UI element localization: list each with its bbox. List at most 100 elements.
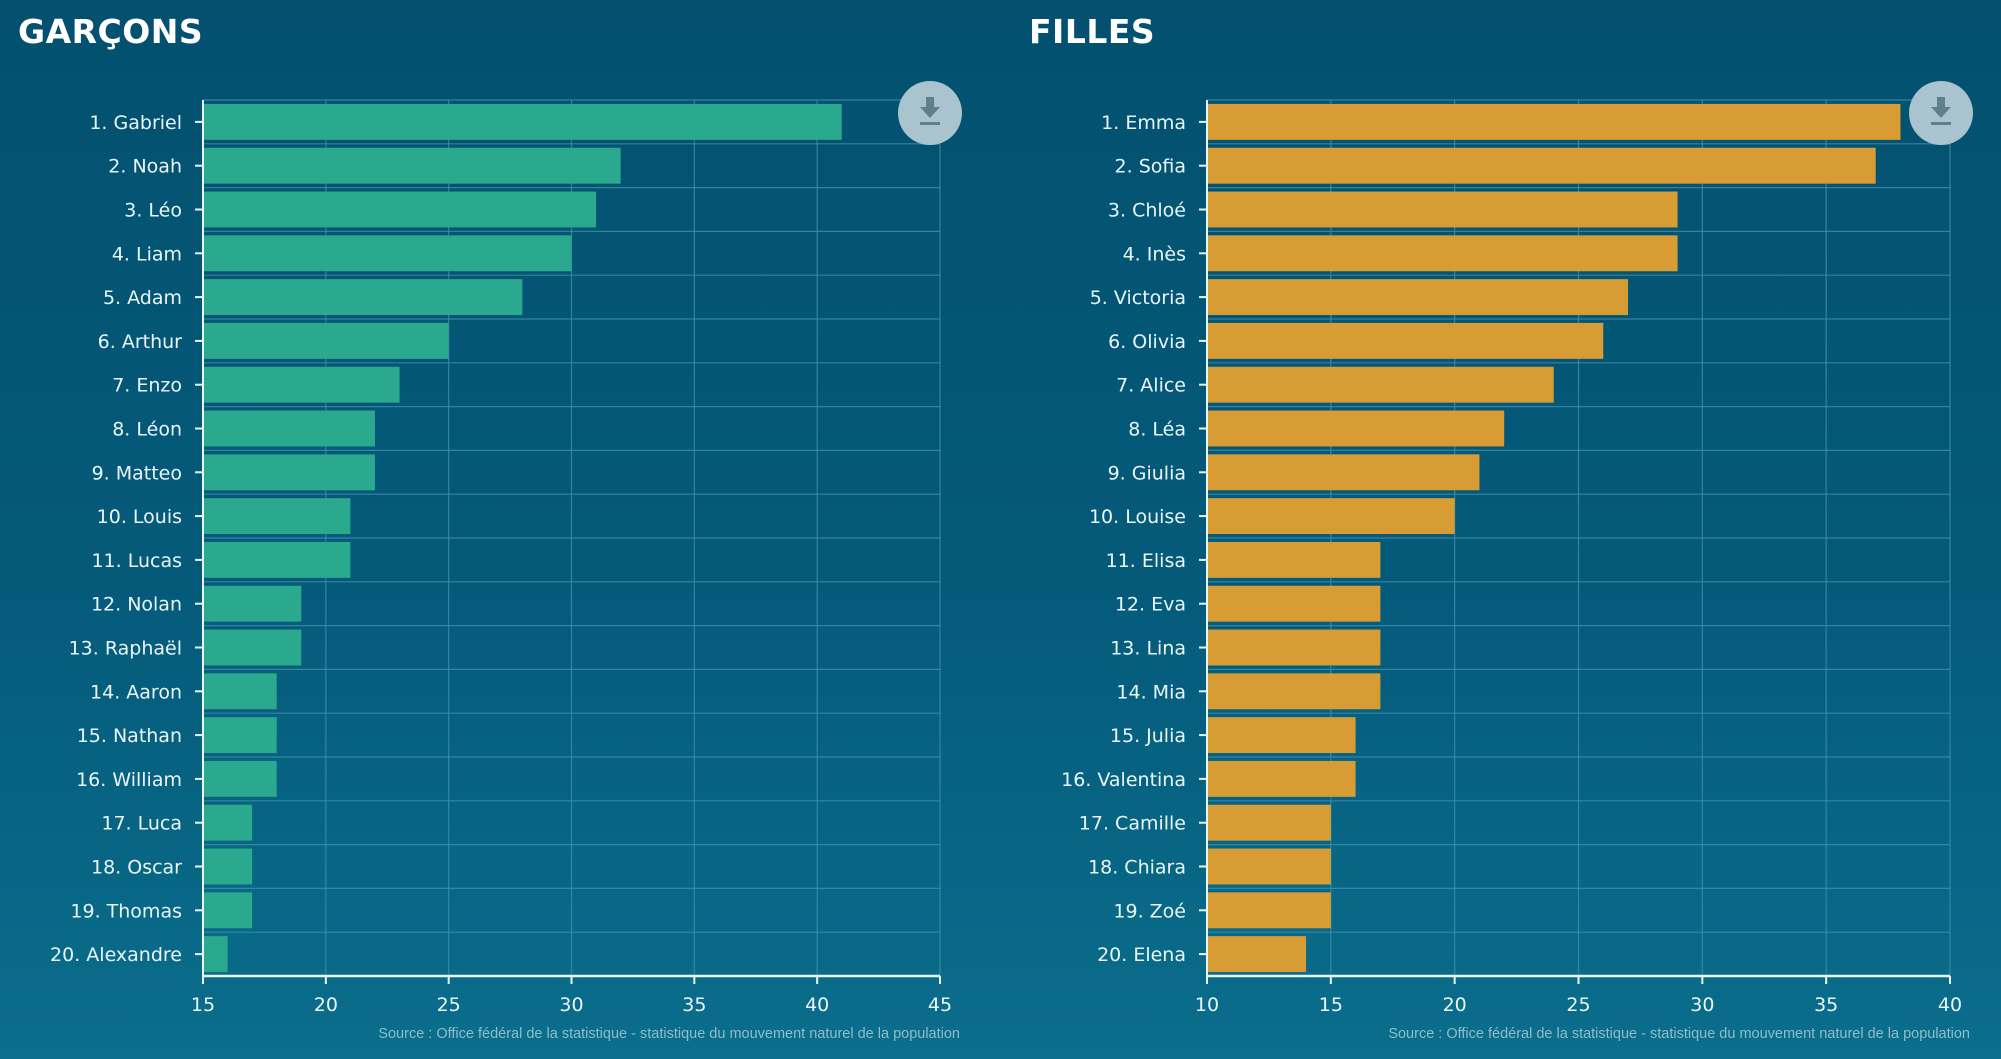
bar	[1208, 585, 1381, 622]
category-label: 3. Chloé	[1108, 200, 1186, 222]
bar	[1208, 717, 1356, 754]
boys-chart-title: GARÇONS	[18, 12, 204, 51]
category-label: 1. Emma	[1101, 112, 1186, 134]
category-label: 18. Oscar	[91, 857, 182, 879]
category-label: 14. Aaron	[90, 681, 182, 703]
category-label: 4. Liam	[112, 243, 182, 265]
category-label: 11. Lucas	[91, 550, 182, 572]
bar	[204, 673, 277, 710]
category-label: 20. Alexandre	[50, 944, 182, 966]
x-tick-label: 45	[928, 994, 952, 1016]
source-note: Source : Office fédéral de la statistiqu…	[1388, 1026, 1970, 1042]
x-tick-label: 15	[1319, 994, 1343, 1016]
bar	[204, 498, 351, 535]
bar	[204, 322, 449, 359]
bar	[204, 191, 597, 228]
bar	[1208, 804, 1331, 841]
bar	[1208, 279, 1629, 316]
category-label: 15. Nathan	[77, 725, 182, 747]
download-icon	[920, 97, 940, 125]
category-label: 1. Gabriel	[89, 112, 182, 134]
category-label: 10. Louise	[1089, 506, 1186, 528]
boys-download-button[interactable]	[898, 81, 962, 145]
category-label: 2. Sofia	[1115, 156, 1186, 178]
x-tick-label: 30	[1690, 994, 1714, 1016]
category-label: 6. Arthur	[98, 331, 183, 353]
bar	[1208, 629, 1381, 666]
bar	[204, 235, 572, 272]
category-label: 11. Elisa	[1106, 550, 1186, 572]
bar	[204, 366, 400, 403]
bar	[204, 760, 277, 797]
x-tick-label: 25	[437, 994, 461, 1016]
x-tick-label: 30	[559, 994, 583, 1016]
category-label: 9. Matteo	[92, 462, 182, 484]
category-label: 16. William	[76, 769, 182, 791]
bar	[1208, 936, 1307, 973]
x-tick-label: 15	[191, 994, 215, 1016]
bar	[1208, 322, 1604, 359]
category-label: 20. Elena	[1097, 944, 1186, 966]
bar	[1208, 235, 1678, 272]
category-label: 4. Inès	[1123, 243, 1186, 265]
girls-chart-title: FILLES	[1029, 12, 1156, 51]
bar	[204, 541, 351, 578]
x-tick-label: 35	[1814, 994, 1838, 1016]
bar	[1208, 892, 1331, 929]
category-label: 19. Zoé	[1113, 900, 1186, 922]
bar	[1208, 541, 1381, 578]
category-label: 8. Léon	[112, 419, 182, 441]
bar	[204, 936, 228, 973]
bar	[204, 804, 253, 841]
category-label: 14. Mia	[1116, 681, 1186, 703]
bar	[204, 629, 302, 666]
download-icon	[1931, 97, 1951, 125]
bar	[204, 147, 621, 184]
category-label: 16. Valentina	[1061, 769, 1186, 791]
x-tick-label: 20	[1443, 994, 1467, 1016]
category-label: 17. Luca	[101, 813, 182, 835]
category-label: 17. Camille	[1079, 813, 1186, 835]
x-tick-label: 40	[1938, 994, 1962, 1016]
category-label: 7. Alice	[1116, 375, 1186, 397]
category-label: 12. Eva	[1115, 594, 1186, 616]
x-tick-label: 35	[682, 994, 706, 1016]
category-label: 5. Victoria	[1090, 287, 1186, 309]
category-label: 13. Lina	[1110, 638, 1186, 660]
bar	[1208, 760, 1356, 797]
bar	[1208, 191, 1678, 228]
bar	[1208, 498, 1455, 535]
bar	[1208, 366, 1554, 403]
bar	[1208, 147, 1876, 184]
bar	[1208, 410, 1505, 447]
x-tick-label: 25	[1566, 994, 1590, 1016]
category-label: 7. Enzo	[112, 375, 182, 397]
bar	[204, 717, 277, 754]
category-label: 6. Olivia	[1108, 331, 1186, 353]
category-label: 8. Léa	[1128, 419, 1186, 441]
bar	[204, 848, 253, 885]
x-tick-label: 40	[805, 994, 829, 1016]
girls-download-button[interactable]	[1909, 81, 1973, 145]
x-tick-label: 10	[1195, 994, 1219, 1016]
bar	[204, 585, 302, 622]
category-label: 13. Raphaël	[69, 638, 182, 660]
bar	[204, 892, 253, 929]
category-label: 9. Giulia	[1108, 462, 1186, 484]
bar	[1208, 103, 1901, 140]
category-label: 18. Chiara	[1088, 857, 1186, 879]
category-label: 19. Thomas	[70, 900, 182, 922]
source-note: Source : Office fédéral de la statistiqu…	[378, 1026, 960, 1042]
bar	[1208, 454, 1480, 491]
category-label: 12. Nolan	[91, 594, 182, 616]
category-label: 10. Louis	[97, 506, 182, 528]
x-tick-label: 20	[314, 994, 338, 1016]
bar	[204, 410, 375, 447]
category-label: 3. Léo	[124, 200, 182, 222]
bar	[1208, 673, 1381, 710]
category-label: 15. Julia	[1110, 725, 1186, 747]
bar	[204, 103, 842, 140]
bar	[204, 454, 375, 491]
bar	[204, 279, 523, 316]
